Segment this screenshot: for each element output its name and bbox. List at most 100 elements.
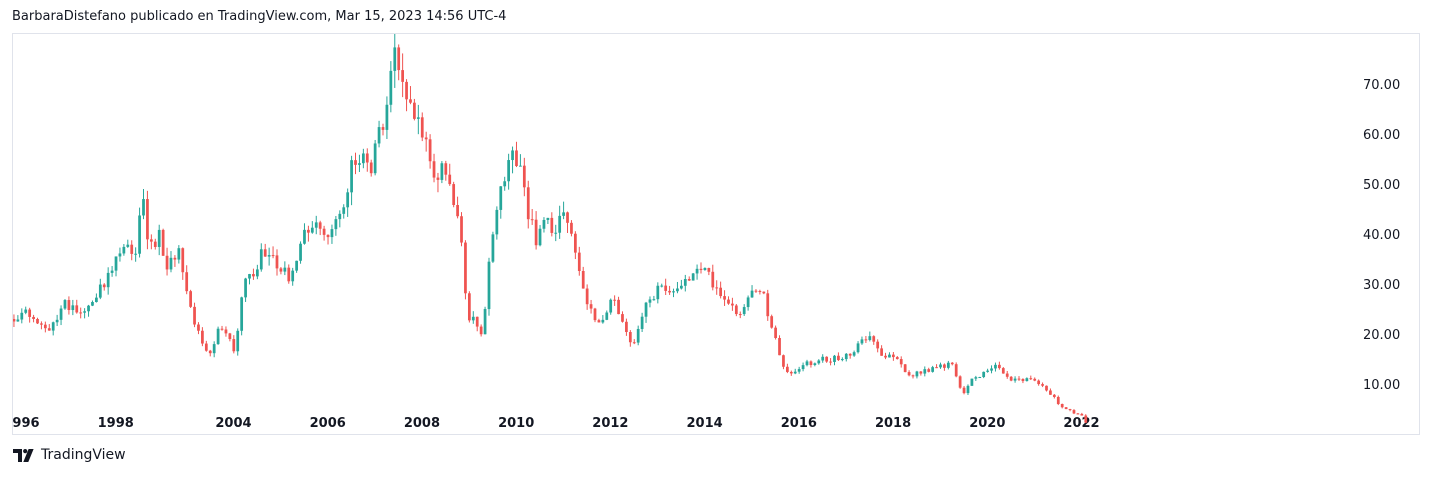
candle-body [240, 297, 244, 331]
candle-body [927, 369, 931, 372]
candle-body [597, 320, 601, 323]
candle-body [95, 297, 98, 303]
candle-body [1029, 378, 1033, 380]
candle-body [216, 328, 220, 345]
candle-body [852, 352, 856, 356]
candle-body [1041, 384, 1044, 386]
candle-body [1045, 385, 1048, 391]
candle-body [436, 177, 440, 180]
candle-body [232, 339, 236, 352]
candle-body [801, 365, 805, 370]
candle-body [63, 300, 67, 309]
candle-body [919, 371, 923, 374]
candle-body [389, 70, 393, 105]
candle-body [271, 255, 275, 257]
candle-body [515, 150, 518, 167]
candle-body [428, 139, 432, 162]
candle-body [746, 297, 750, 308]
candle-body [193, 306, 196, 325]
candle-body [974, 377, 978, 379]
candle-body [185, 272, 189, 292]
x-tick-label: 2004 [215, 416, 251, 431]
candle-body [566, 212, 569, 223]
candle-body [326, 234, 330, 238]
candle-body [1064, 407, 1068, 410]
candle-body [47, 328, 51, 331]
candle-body [640, 316, 644, 329]
candle-body [581, 271, 585, 289]
candle-body [130, 244, 134, 254]
x-tick-label: 1996 [13, 416, 40, 431]
y-tick-label: 30.00 [1363, 278, 1400, 293]
candle-body [228, 333, 232, 340]
candle-body [338, 213, 342, 220]
candle-body [672, 291, 675, 293]
candlestick-chart[interactable]: 10.00 20.00 30.00 40.00 50.00 60.00 70.00 1996 1… [13, 34, 1419, 434]
candle-body [589, 304, 593, 309]
candle-body [617, 299, 620, 315]
candle-body [789, 371, 793, 374]
candle-body [440, 163, 444, 180]
candle-body [71, 305, 75, 311]
candle-body [628, 332, 632, 343]
candle-body [656, 285, 660, 300]
candle-body [479, 326, 483, 335]
candle-body [189, 291, 192, 307]
candle-body [864, 339, 868, 341]
candle-body [13, 319, 16, 322]
candle-body [1076, 413, 1080, 415]
candle-body [208, 350, 212, 354]
candle-body [354, 160, 357, 165]
candle-body [36, 318, 39, 324]
candle-body [880, 348, 883, 356]
candle-body [342, 207, 346, 214]
candle-body [204, 343, 208, 351]
chart-panel[interactable]: 10.00 20.00 30.00 40.00 50.00 60.00 70.00 1996 1… [12, 33, 1420, 435]
candle-body [621, 314, 624, 322]
candle-body [1072, 410, 1076, 414]
candle-body [1001, 368, 1005, 374]
x-tick-label: 2006 [310, 416, 346, 431]
candle-body [613, 299, 617, 301]
candle-body [1080, 413, 1084, 416]
candle-body [868, 336, 872, 341]
candle-body [467, 293, 471, 321]
candle-body [310, 227, 314, 233]
candle-body [750, 290, 754, 298]
x-tick-label: 2016 [781, 416, 817, 431]
candle-body [307, 229, 310, 233]
candle-body [825, 356, 829, 362]
y-tick-label: 10.00 [1363, 378, 1400, 393]
candle-body [224, 329, 228, 334]
tradingview-footer[interactable]: TradingView [13, 447, 126, 463]
candle-body [255, 269, 259, 277]
candle-body [87, 305, 90, 312]
candle-body [299, 243, 302, 261]
candle-body [782, 355, 785, 367]
candle-body [350, 160, 353, 193]
candle-body [1060, 403, 1064, 408]
candle-body [723, 296, 726, 300]
candle-body [793, 371, 797, 374]
candle-body [405, 81, 408, 100]
candle-body [903, 364, 907, 373]
candle-body [424, 137, 428, 140]
candle-body [994, 364, 997, 369]
candle-body [149, 239, 153, 242]
candle-body [687, 279, 691, 281]
candle-body [573, 233, 577, 253]
y-tick-label: 50.00 [1363, 178, 1400, 193]
candle-body [660, 285, 664, 287]
candle-body [1033, 378, 1037, 381]
candle-body [291, 270, 295, 282]
candle-body [829, 361, 832, 363]
candle-body [872, 336, 876, 342]
candle-body [888, 354, 891, 358]
candle-body [487, 261, 491, 310]
candle-body [837, 355, 840, 361]
candle-body [503, 181, 507, 187]
candle-body [727, 299, 730, 304]
candle-body [570, 222, 573, 234]
candle-body [456, 204, 459, 217]
candle-body [1021, 378, 1025, 382]
